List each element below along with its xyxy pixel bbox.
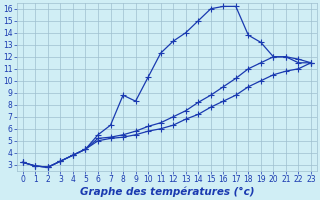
X-axis label: Graphe des températures (°c): Graphe des températures (°c) [80, 187, 254, 197]
